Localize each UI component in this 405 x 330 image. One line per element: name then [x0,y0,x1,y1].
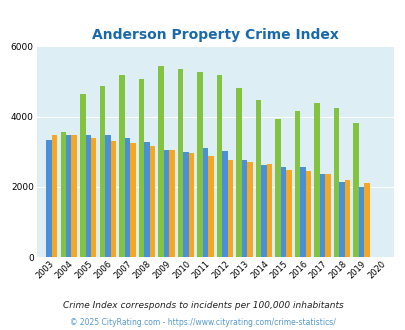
Bar [275,119,280,257]
Bar [144,142,149,257]
Bar [47,140,52,257]
Bar [266,164,271,257]
Bar [85,135,91,257]
Bar [352,123,358,257]
Bar [110,141,116,257]
Bar [197,72,202,257]
Bar [52,135,57,257]
Bar [260,165,266,257]
Bar [227,159,232,257]
Bar [216,75,222,257]
Bar [208,156,213,257]
Bar [71,135,77,257]
Bar [358,187,363,257]
Bar [339,182,344,257]
Bar [363,183,369,257]
Bar [91,138,96,257]
Bar [163,150,169,257]
Bar [80,94,85,257]
Bar [105,135,110,257]
Title: Anderson Property Crime Index: Anderson Property Crime Index [92,28,338,42]
Bar [119,75,124,257]
Bar [202,148,208,257]
Bar [324,174,330,257]
Bar [124,138,130,257]
Bar [236,88,241,257]
Bar [333,108,339,257]
Bar [241,160,247,257]
Bar [300,167,305,257]
Bar [286,170,291,257]
Bar [305,171,311,257]
Bar [158,66,163,257]
Bar [66,135,71,257]
Text: Crime Index corresponds to incidents per 100,000 inhabitants: Crime Index corresponds to incidents per… [62,301,343,310]
Bar [222,151,227,257]
Bar [183,152,188,257]
Bar [99,86,105,257]
Bar [130,143,135,257]
Text: © 2025 CityRating.com - https://www.cityrating.com/crime-statistics/: © 2025 CityRating.com - https://www.city… [70,318,335,327]
Bar [280,167,286,257]
Bar [294,111,300,257]
Bar [177,69,183,257]
Bar [344,180,350,257]
Bar [255,100,260,257]
Bar [313,103,319,257]
Bar [138,79,144,257]
Bar [60,132,66,257]
Bar [247,162,252,257]
Bar [319,174,324,257]
Bar [188,153,194,257]
Bar [149,146,155,257]
Bar [169,150,174,257]
